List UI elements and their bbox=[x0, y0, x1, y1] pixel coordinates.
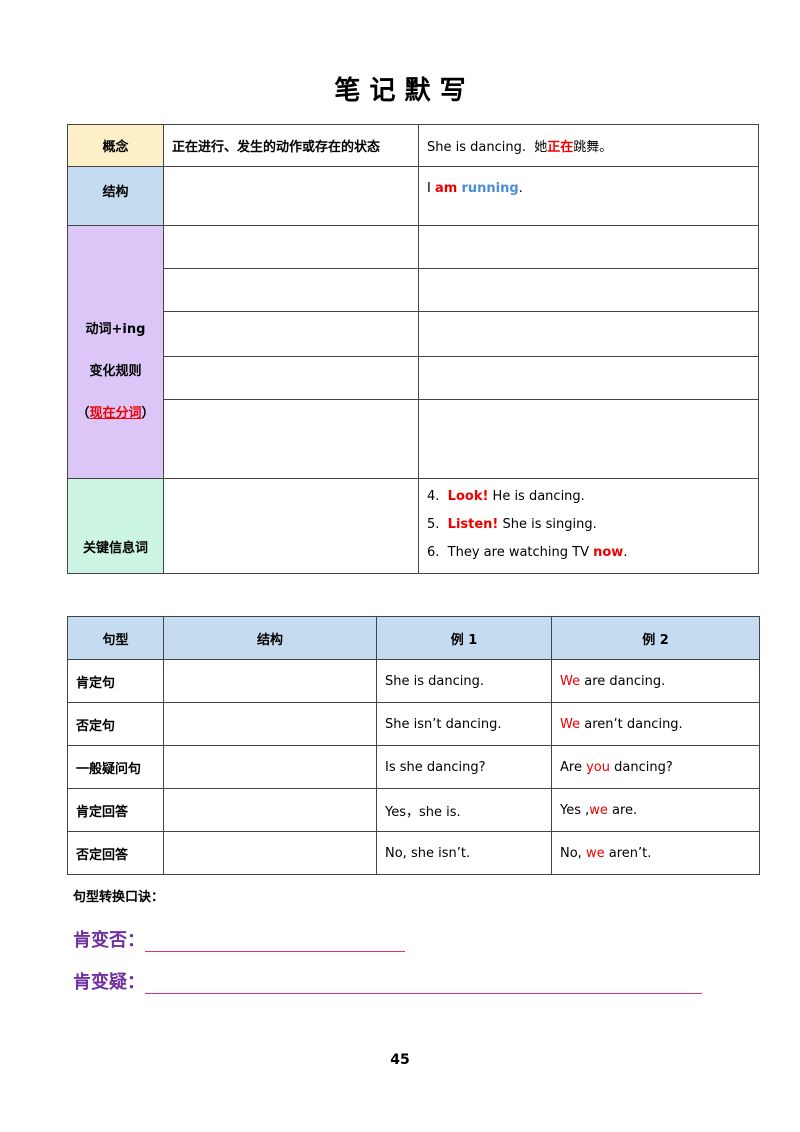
blank-cell bbox=[418, 311, 759, 357]
text: She is singing. bbox=[498, 517, 597, 532]
example-cell: She isn’t dancing. bbox=[376, 702, 552, 746]
text: 肯变疑： bbox=[73, 972, 145, 993]
notes-table: 概念 正在进行、发生的动作或存在的状态 She is dancing. 她正在跳… bbox=[67, 124, 759, 574]
text: He is dancing. bbox=[488, 489, 585, 504]
page-number: 45 bbox=[390, 1052, 410, 1068]
highlight: running bbox=[461, 181, 519, 196]
text: 动词+ing bbox=[85, 322, 146, 337]
blank-cell bbox=[163, 788, 377, 832]
text: . bbox=[623, 545, 628, 560]
example-cell: She is dancing. 她正在跳舞。 bbox=[418, 124, 759, 167]
text: 5. bbox=[427, 517, 448, 532]
type-cell: 一般疑问句 bbox=[67, 745, 164, 789]
title: 笔 记 默 写 bbox=[334, 76, 466, 106]
blank-cell bbox=[163, 745, 377, 789]
text: 跳舞。 bbox=[573, 140, 613, 155]
highlight: 现在分词 bbox=[89, 406, 142, 421]
text: ） bbox=[141, 406, 155, 421]
blank-cell bbox=[163, 399, 419, 479]
mnemonic-line: 肯变否： bbox=[73, 926, 405, 952]
example-cell: I am running. bbox=[418, 166, 759, 226]
text: Are bbox=[560, 759, 587, 775]
blank-cell bbox=[163, 166, 419, 226]
text: aren’t. bbox=[604, 845, 652, 861]
highlight: We bbox=[560, 716, 581, 732]
highlight: am bbox=[434, 181, 458, 196]
highlight: We bbox=[560, 673, 581, 689]
mnemonic-line: 肯变疑： bbox=[73, 968, 702, 994]
text: No, bbox=[560, 845, 586, 861]
header-cell: 例 1 bbox=[376, 616, 552, 660]
blank-cell bbox=[163, 311, 419, 357]
highlight: you bbox=[586, 759, 610, 775]
mnemonic-title: 句型转换口诀： bbox=[73, 890, 165, 905]
text: I bbox=[427, 181, 435, 196]
text: 肯变否： bbox=[73, 930, 145, 951]
type-cell: 肯定句 bbox=[67, 659, 164, 703]
highlight: 正在 bbox=[547, 140, 574, 155]
header-cell: 例 2 bbox=[551, 616, 760, 660]
example-cell: Yes ,we are. bbox=[551, 788, 760, 832]
example-cell: We aren’t dancing. bbox=[551, 702, 760, 746]
type-cell: 否定回答 bbox=[67, 831, 164, 875]
example-cell: Yes，she is. bbox=[376, 788, 552, 832]
example-cell: No, we aren’t. bbox=[551, 831, 760, 875]
row: 肯定回答 Yes，she is. Yes ,we are. bbox=[67, 788, 760, 832]
example-cell: We are dancing. bbox=[551, 659, 760, 703]
example-cell: She is dancing. bbox=[376, 659, 552, 703]
header-cell: 句型 bbox=[67, 616, 164, 660]
text: Yes , bbox=[560, 802, 590, 818]
type-cell: 肯定回答 bbox=[67, 788, 164, 832]
highlight: now bbox=[593, 545, 624, 560]
example-line: 4. Look! He is dancing. bbox=[427, 483, 750, 511]
blank-cell bbox=[163, 268, 419, 312]
label-cell: 结构 bbox=[67, 166, 164, 226]
blank-cell bbox=[163, 831, 377, 875]
example-line: 5. Listen! She is singing. bbox=[427, 511, 750, 539]
text: She is dancing. 她 bbox=[427, 140, 548, 155]
example-cell: 4. Look! He is dancing. 5. Listen! She i… bbox=[418, 478, 759, 574]
row: 否定句 She isn’t dancing. We aren’t dancing. bbox=[67, 702, 760, 746]
text: dancing? bbox=[609, 759, 673, 775]
highlight: Look! bbox=[447, 489, 489, 504]
highlight: we bbox=[585, 845, 605, 861]
text: （现在分词） bbox=[76, 393, 155, 435]
blank-line bbox=[145, 933, 405, 952]
blank-cell bbox=[163, 478, 419, 574]
blank-cell bbox=[163, 356, 419, 400]
label-cell: 概念 bbox=[67, 124, 164, 167]
text: are. bbox=[607, 802, 638, 818]
blank-cell bbox=[418, 356, 759, 400]
definition-cell: 正在进行、发生的动作或存在的状态 bbox=[163, 124, 419, 167]
row: 肯定句 She is dancing. We are dancing. bbox=[67, 659, 760, 703]
label-cell: 动词+ing 变化规则 （现在分词） bbox=[67, 225, 164, 479]
text: aren’t dancing. bbox=[580, 716, 683, 732]
blank-cell bbox=[163, 225, 419, 269]
text: 4. bbox=[427, 489, 448, 504]
text: . bbox=[518, 181, 523, 196]
blank-cell bbox=[418, 268, 759, 312]
example-cell: Are you dancing? bbox=[551, 745, 760, 789]
row: 一般疑问句 Is she dancing? Are you dancing? bbox=[67, 745, 760, 789]
example-cell: Is she dancing? bbox=[376, 745, 552, 789]
text: （ bbox=[76, 406, 90, 421]
text: are dancing. bbox=[580, 673, 666, 689]
type-cell: 否定句 bbox=[67, 702, 164, 746]
blank-cell bbox=[163, 702, 377, 746]
label-cell: 关键信息词 bbox=[67, 478, 164, 574]
example-cell: No, she isn’t. bbox=[376, 831, 552, 875]
highlight: we bbox=[589, 802, 608, 818]
example-line: 6. They are watching TV now. bbox=[427, 539, 750, 567]
header-cell: 结构 bbox=[163, 616, 377, 660]
blank-line bbox=[145, 975, 702, 994]
highlight: Listen! bbox=[447, 517, 499, 532]
blank-cell bbox=[418, 399, 759, 479]
text: 6. They are watching TV bbox=[427, 545, 594, 560]
blank-cell bbox=[418, 225, 759, 269]
text: 变化规则 bbox=[89, 364, 142, 379]
blank-cell bbox=[163, 659, 377, 703]
row: 否定回答 No, she isn’t. No, we aren’t. bbox=[67, 831, 760, 875]
